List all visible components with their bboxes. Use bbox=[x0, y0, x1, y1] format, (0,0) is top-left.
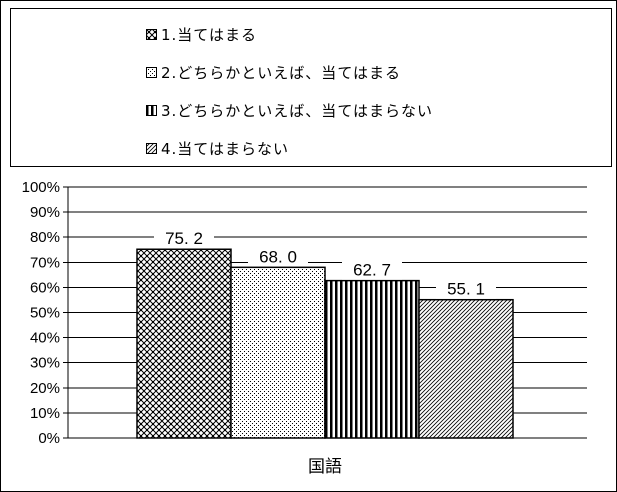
bar bbox=[418, 298, 514, 439]
legend-item: 1.当てはまる bbox=[146, 22, 257, 46]
legend-swatch-dots bbox=[146, 66, 157, 78]
data-label-bg bbox=[154, 226, 214, 249]
bar bbox=[324, 279, 420, 439]
y-tick-label: 20% bbox=[30, 380, 60, 397]
y-tick-label: 50% bbox=[30, 305, 60, 322]
data-label: 68. 0 bbox=[259, 247, 297, 266]
y-tick-label: 60% bbox=[30, 279, 60, 296]
y-tick-label: 40% bbox=[30, 330, 60, 347]
legend-swatch-diagonal bbox=[146, 142, 157, 154]
legend-label: 2.どちらかといえば、当てはまる bbox=[161, 63, 402, 82]
legend-item: 3.どちらかといえば、当てはまらない bbox=[146, 98, 433, 122]
chart-legend: 1.当てはまる 2.どちらかといえば、当てはまる 3.どちらかといえば、当てはま… bbox=[10, 8, 612, 167]
legend-swatch-crosshatch bbox=[146, 28, 157, 40]
legend-label: 4.当てはまらない bbox=[161, 139, 290, 158]
data-label-bg bbox=[342, 257, 402, 280]
y-tick-label: 10% bbox=[30, 405, 60, 422]
y-tick-label: 0% bbox=[38, 430, 60, 447]
y-tick-label: 100% bbox=[22, 179, 60, 196]
y-tick-label: 80% bbox=[30, 229, 60, 246]
y-tick-label: 90% bbox=[30, 204, 60, 221]
legend-label: 1.当てはまる bbox=[161, 25, 258, 44]
legend-item: 2.どちらかといえば、当てはまる bbox=[146, 60, 401, 84]
legend-item: 4.当てはまらない bbox=[146, 136, 289, 160]
legend-label: 3.どちらかといえば、当てはまらない bbox=[161, 101, 434, 120]
bar bbox=[136, 248, 232, 439]
y-tick-label: 70% bbox=[30, 254, 60, 271]
bar bbox=[230, 266, 326, 439]
data-label: 55. 1 bbox=[447, 280, 485, 299]
data-label: 62. 7 bbox=[353, 261, 391, 280]
x-category-label: 国語 bbox=[308, 457, 342, 477]
y-tick-label: 30% bbox=[30, 355, 60, 372]
data-label-bg bbox=[436, 276, 496, 299]
legend-swatch-vertical bbox=[146, 104, 157, 116]
data-label: 75. 2 bbox=[165, 229, 203, 248]
data-label-bg bbox=[248, 244, 308, 267]
bar-chart: 0% 10% 20% 30% 40% 50% 60% 70% 80% 90% 100% 75. 2 68… bbox=[22, 179, 587, 477]
